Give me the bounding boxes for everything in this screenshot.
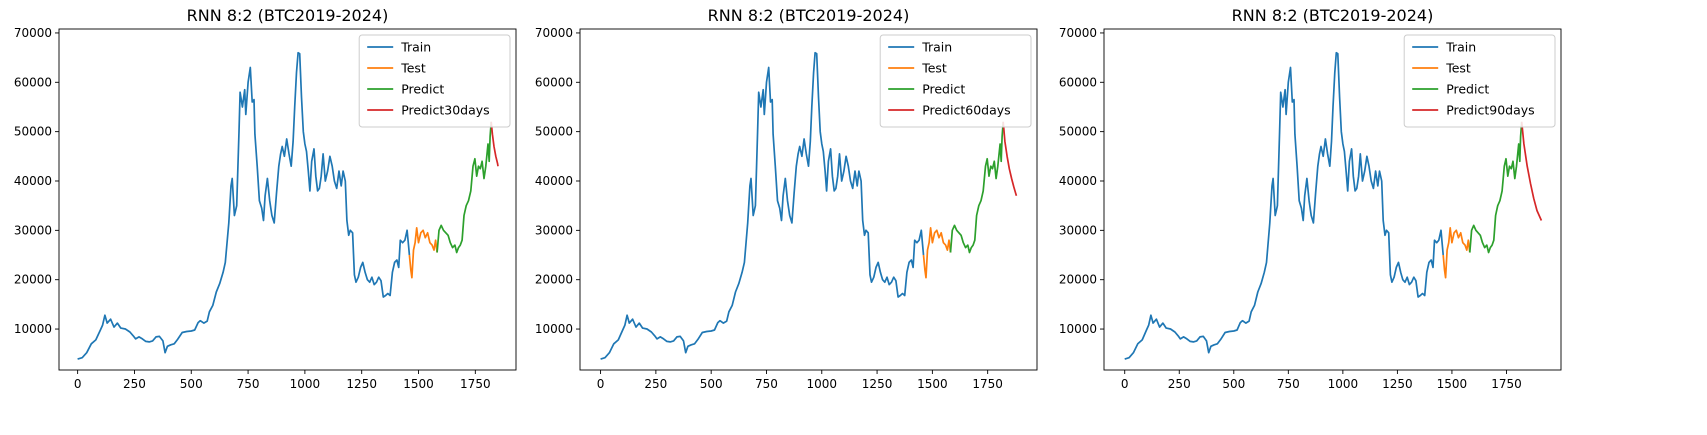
series-group [600,51,1018,360]
plot-frame [579,28,1038,371]
legend-box [358,34,511,128]
legend-label: Predict60days [922,103,1010,118]
y-tick-label: 70000 [14,26,52,40]
y-tick-label: 50000 [14,125,52,139]
y-tick-label: 40000 [14,174,52,188]
x-tick-label: 1250 [862,377,893,391]
legend-box [879,34,1032,128]
legend-label: Test [400,61,426,76]
series-line-predict90days [1520,121,1543,221]
x-tick-label: 500 [180,377,203,391]
legend-label: Predict30days [401,103,489,118]
y-tick-label: 20000 [535,273,573,287]
series-line-predict [1468,121,1523,254]
y-tick-label: 60000 [1059,75,1097,89]
x-tick-label: 0 [597,377,605,391]
series-line-train [77,51,411,360]
x-tick-label: 750 [237,377,260,391]
legend: Train Test Predict Predict30days [358,34,511,128]
series-group [77,51,499,360]
legend-label: Test [1445,61,1471,76]
x-tick-label: 1750 [972,377,1003,391]
y-tick-label: 10000 [14,322,52,336]
x-tick-label: 1000 [806,377,837,391]
legend-label: Train [1445,40,1476,55]
x-tick-label: 1750 [1491,377,1522,391]
x-tick-label: 250 [1168,377,1191,391]
x-tick-label: 250 [644,377,667,391]
y-tick-label: 10000 [535,322,573,336]
y-tick-label: 30000 [1059,223,1097,237]
y-tick-label: 10000 [1059,322,1097,336]
series-line-predict [949,121,1005,254]
chart-panel-3: RNN 8:2 (BTC2019-2024) 0 250 500 750 1000 1250… [1059,6,1562,391]
x-tick-label: 1750 [460,377,491,391]
series-line-test [408,227,438,279]
y-tick-label: 50000 [535,125,573,139]
legend-label: Predict [401,82,444,97]
y-tick-label: 50000 [1059,125,1097,139]
x-tick-label: 500 [1222,377,1245,391]
x-tick-label: 1250 [346,377,377,391]
legend: Train Test Predict Predict90days [1403,34,1556,128]
y-tick-label: 20000 [14,273,52,287]
legend-label: Predict90days [1446,103,1534,118]
legend-box [1403,34,1556,128]
y-tick-label: 70000 [535,26,573,40]
legend: Train Test Predict Predict60days [879,34,1032,128]
legend-label: Train [400,40,431,55]
y-tick-label: 40000 [1059,174,1097,188]
chart-panel-1: RNN 8:2 (BTC2019-2024) 0 250 500 750 1000 1250… [14,6,517,391]
y-tick-label: 40000 [535,174,573,188]
series-line-train [600,51,925,360]
series-line-predict [436,121,493,254]
x-tick-label: 0 [74,377,82,391]
legend-label: Predict [1446,82,1489,97]
series-group [1124,51,1543,360]
x-tick-label: 1500 [917,377,948,391]
chart-panel-2: RNN 8:2 (BTC2019-2024) 0 250 500 750 1000 1250… [535,6,1038,391]
x-tick-label: 1000 [1328,377,1359,391]
y-tick-label: 60000 [14,75,52,89]
plot-frame [1103,28,1562,371]
legend-label: Test [921,61,947,76]
y-tick-label: 60000 [535,75,573,89]
x-tick-label: 1000 [290,377,321,391]
y-tick-label: 30000 [535,223,573,237]
chart-title: RNN 8:2 (BTC2019-2024) [187,6,389,25]
series-line-test [1442,227,1471,279]
plot-frame [58,28,517,371]
series-line-predict60days [1002,121,1018,197]
x-tick-label: 500 [700,377,723,391]
x-tick-label: 250 [123,377,146,391]
x-tick-label: 1500 [403,377,434,391]
y-tick-label: 30000 [14,223,52,237]
chart-title: RNN 8:2 (BTC2019-2024) [1232,6,1434,25]
legend-label: Train [921,40,952,55]
chart-title: RNN 8:2 (BTC2019-2024) [708,6,910,25]
x-tick-label: 0 [1121,377,1129,391]
series-line-test [922,227,952,279]
x-tick-label: 750 [1277,377,1300,391]
x-tick-label: 750 [755,377,778,391]
legend-label: Predict [922,82,965,97]
series-line-train [1124,51,1445,360]
series-line-predict30days [490,121,499,167]
y-tick-label: 70000 [1059,26,1097,40]
x-tick-label: 1500 [1437,377,1468,391]
y-tick-label: 20000 [1059,273,1097,287]
x-tick-label: 1250 [1382,377,1413,391]
